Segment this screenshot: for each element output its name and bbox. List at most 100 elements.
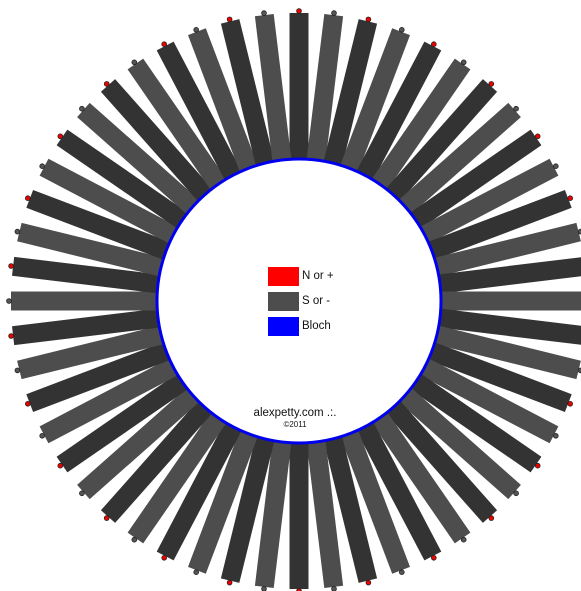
spoke-9 [407, 158, 559, 250]
spoke-5 [363, 58, 471, 202]
spoke-43 [39, 158, 191, 250]
spoke-23 [335, 417, 410, 574]
spoke-0 [289, 13, 309, 173]
spokes-group [6, 8, 581, 591]
pole-marker-51 [261, 10, 267, 16]
pole-marker-40 [8, 263, 14, 269]
pole-marker-9 [552, 163, 559, 170]
spoke-45 [77, 102, 210, 224]
spoke-22 [350, 409, 442, 561]
pole-marker-10 [567, 195, 573, 202]
pole-marker-46 [103, 81, 110, 87]
pole-marker-30 [161, 554, 168, 561]
legend-label-bloch: Bloch [302, 320, 331, 332]
pole-marker-28 [226, 579, 233, 586]
pole-marker-37 [14, 367, 21, 374]
spoke-16 [415, 337, 572, 412]
pole-marker-16 [567, 400, 573, 407]
spoke-24 [320, 423, 378, 583]
credit: alexpetty.com .:. ©2011 [220, 407, 370, 430]
spoke-42 [26, 190, 183, 265]
spoke-20 [376, 390, 498, 523]
spoke-1 [305, 14, 344, 176]
pole-marker-41 [14, 228, 21, 235]
pole-marker-2 [365, 16, 372, 23]
credit-site: alexpetty.com .:. [253, 407, 337, 419]
legend-label-n: N or + [302, 270, 334, 282]
spoke-38 [12, 307, 174, 346]
spoke-33 [77, 378, 210, 500]
spoke-29 [188, 417, 263, 574]
spoke-15 [421, 322, 581, 380]
pole-marker-35 [39, 432, 45, 439]
pole-marker-45 [79, 105, 85, 112]
spoke-40 [12, 256, 174, 295]
pole-marker-38 [8, 333, 14, 339]
spoke-8 [398, 129, 542, 237]
pole-marker-21 [460, 536, 467, 543]
pole-marker-36 [24, 400, 31, 407]
pole-marker-22 [430, 554, 437, 561]
bloch-wall-ring [155, 157, 443, 445]
pole-marker-33 [79, 490, 85, 497]
spoke-21 [363, 400, 471, 544]
spoke-31 [127, 400, 235, 544]
pole-marker-44 [57, 133, 64, 140]
spoke-12 [424, 257, 581, 295]
spoke-7 [388, 102, 521, 224]
spoke-6 [376, 79, 498, 212]
spoke-27 [254, 426, 293, 588]
pole-marker-6 [488, 81, 495, 87]
spoke-50 [220, 19, 278, 179]
legend-item-n: N or + [268, 266, 388, 286]
pole-marker-23 [398, 569, 405, 575]
legend: N or + S or - Bloch [268, 266, 388, 341]
pole-marker-29 [193, 569, 200, 575]
pole-marker-25 [331, 586, 337, 591]
pole-marker-4 [430, 41, 437, 47]
spoke-46 [100, 79, 222, 212]
spoke-37 [17, 322, 177, 380]
pole-marker-0 [296, 8, 302, 14]
spoke-14 [424, 307, 581, 345]
pole-marker-8 [534, 133, 541, 140]
spoke-28 [220, 423, 278, 583]
spoke-47 [127, 58, 235, 202]
spoke-36 [26, 337, 183, 412]
legend-label-s: S or - [302, 295, 331, 307]
pole-marker-47 [131, 59, 138, 66]
pole-marker-42 [24, 195, 31, 202]
pole-marker-3 [398, 26, 405, 33]
pole-marker-50 [226, 16, 233, 23]
pole-marker-24 [365, 579, 372, 586]
spoke-25 [305, 426, 344, 588]
spoke-2 [320, 19, 378, 179]
spoke-51 [254, 14, 293, 176]
pole-marker-49 [193, 26, 200, 33]
legend-swatch-s [268, 291, 299, 311]
pole-marker-34 [57, 462, 64, 469]
pole-marker-39 [6, 298, 12, 304]
spoke-26 [289, 429, 309, 589]
spoke-4 [350, 41, 442, 193]
pole-marker-18 [534, 462, 541, 469]
spoke-34 [56, 365, 200, 473]
pole-marker-20 [488, 515, 495, 521]
spoke-41 [17, 222, 177, 280]
spoke-39 [11, 291, 171, 311]
legend-swatch-bloch [268, 316, 299, 336]
spoke-13 [427, 291, 581, 311]
credit-year: ©2011 [283, 420, 307, 429]
legend-swatch-n [268, 266, 299, 286]
pole-marker-1 [331, 10, 337, 16]
spoke-11 [421, 222, 581, 280]
spoke-19 [388, 378, 521, 500]
pole-marker-5 [460, 59, 467, 66]
pole-marker-7 [513, 105, 519, 112]
spoke-35 [39, 352, 191, 444]
spoke-48 [156, 41, 248, 193]
spoke-32 [100, 390, 222, 523]
pole-marker-32 [103, 515, 110, 521]
spoke-10 [415, 190, 572, 265]
